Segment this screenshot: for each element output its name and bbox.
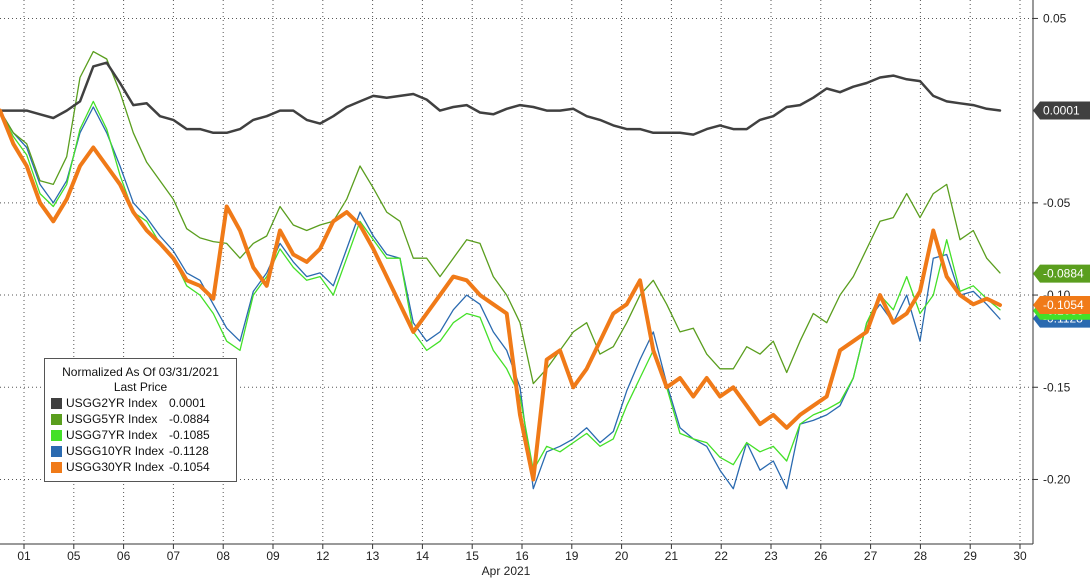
series-line-usgg2yr: [0, 61, 1002, 136]
legend-item-usgg10yr: USGG10YR Index -0.1128: [51, 443, 230, 459]
x-tick-label: 30: [1013, 549, 1027, 563]
grid: [0, 0, 1033, 544]
x-tick-label: 23: [764, 549, 778, 563]
x-tick-label: 13: [366, 549, 380, 563]
x-tick-label: 19: [565, 549, 579, 563]
legend-series-name: USGG5YR Index: [66, 412, 158, 426]
legend-item-usgg7yr: USGG7YR Index -0.1085: [51, 427, 230, 443]
x-tick-label: 20: [615, 549, 629, 563]
last-value-tag: 0.0001: [1033, 101, 1090, 120]
x-tick-label: 09: [266, 549, 280, 563]
y-tick-label: 0.05: [1043, 11, 1067, 25]
x-tick-label: 27: [864, 549, 878, 563]
y-tick-label: -0.15: [1043, 380, 1071, 394]
series-layer: [0, 50, 1002, 490]
legend-series-value: -0.1128: [169, 444, 209, 458]
y-tick-label: -0.20: [1043, 472, 1071, 486]
legend-swatch: [51, 461, 62, 473]
x-tick-label: 29: [964, 549, 978, 563]
x-tick-label: 16: [515, 549, 529, 563]
x-axis-label: Apr 2021: [482, 564, 531, 578]
x-tick-label: 14: [416, 549, 430, 563]
legend-swatch: [51, 429, 62, 441]
legend-series-value: -0.0884: [169, 412, 210, 426]
legend-series-name: USGG10YR Index: [66, 444, 165, 458]
last-value-tags: 0.0001-0.1128-0.1085-0.0884-0.1054: [1033, 101, 1090, 328]
last-value-tag: -0.1054: [1033, 296, 1090, 315]
series-line-usgg30yr: [0, 108, 1002, 482]
y-tick-layer: 0.05-0.05-0.10-0.15-0.20: [1033, 11, 1071, 486]
legend: Normalized As Of 03/31/2021 Last Price U…: [44, 358, 237, 482]
legend-series-value: -0.1085: [169, 428, 210, 442]
series-line-usgg10yr: [0, 106, 1001, 490]
x-tick-label: 12: [316, 549, 330, 563]
x-tick-label: 05: [67, 549, 81, 563]
last-value-label: -0.1054: [1043, 298, 1084, 312]
last-value-label: -0.0884: [1043, 267, 1084, 281]
x-tick-label: 06: [117, 549, 131, 563]
x-tick-label: 28: [914, 549, 928, 563]
y-tick-label: -0.05: [1043, 196, 1071, 210]
legend-title: Normalized As Of 03/31/2021: [62, 365, 219, 379]
legend-series-name: USGG30YR Index: [66, 460, 165, 474]
series-line-usgg5yr: [0, 50, 1001, 385]
legend-series-name: USGG7YR Index: [66, 428, 158, 442]
legend-item-usgg2yr: USGG2YR Index 0.0001: [51, 395, 230, 411]
legend-series-value: 0.0001: [169, 396, 206, 410]
legend-item-usgg30yr: USGG30YR Index -0.1054: [51, 459, 230, 475]
x-tick-layer: 01 05 06 07 08 09 12 13 14 15 16 19 20 21 22 23 26 27 28 29…: [17, 544, 1027, 563]
last-value-label: 0.0001: [1043, 103, 1080, 117]
x-tick-label: 08: [217, 549, 231, 563]
legend-series-value: -0.1054: [169, 460, 210, 474]
legend-swatch: [51, 445, 62, 457]
x-tick-label: 22: [715, 549, 729, 563]
legend-series-name: USGG2YR Index: [66, 396, 158, 410]
legend-item-usgg5yr: USGG5YR Index -0.0884: [51, 411, 230, 427]
x-tick-label: 15: [466, 549, 480, 563]
axes: [0, 0, 1034, 545]
legend-swatch: [51, 413, 62, 425]
x-tick-label: 21: [665, 549, 679, 563]
x-tick-label: 01: [17, 549, 31, 563]
x-tick-label: 26: [814, 549, 828, 563]
legend-swatch: [51, 397, 62, 409]
legend-subtitle: Last Price: [113, 380, 168, 394]
last-value-tag: -0.0884: [1033, 264, 1090, 283]
x-tick-label: 07: [167, 549, 181, 563]
